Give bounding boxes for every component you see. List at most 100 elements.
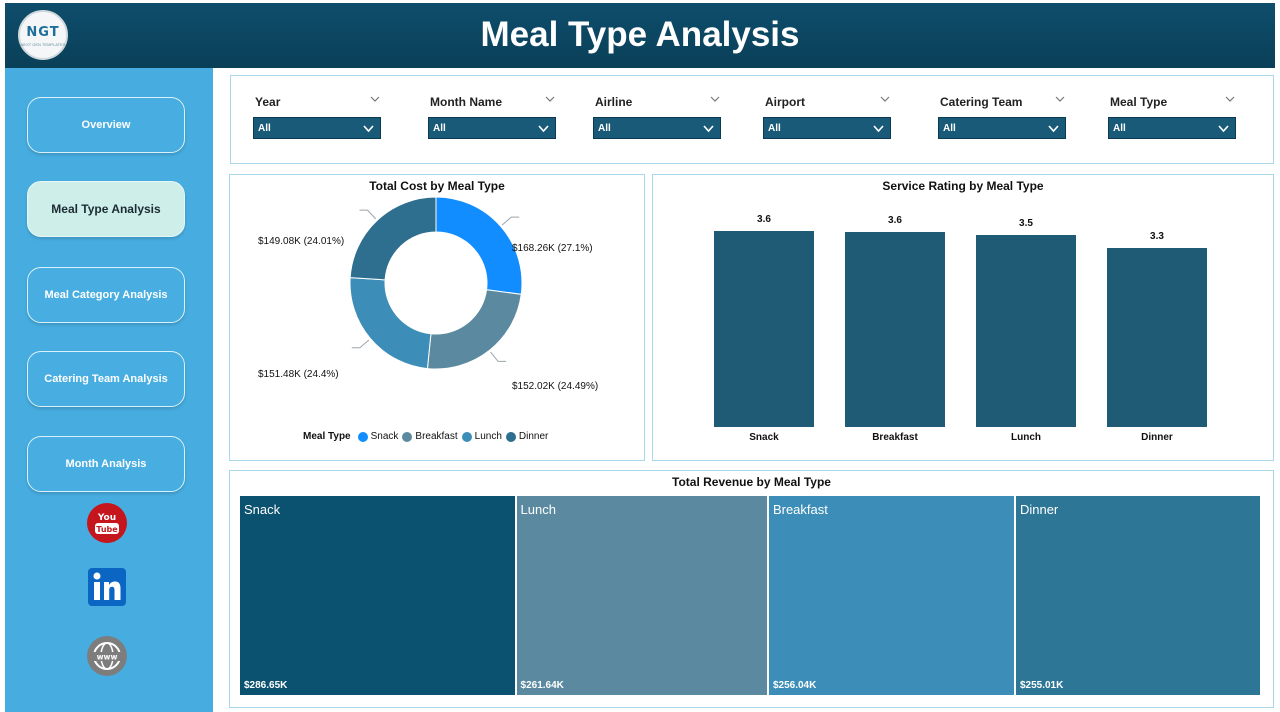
chevron-down-icon[interactable] [1054, 94, 1066, 104]
dropdown-value: All [258, 123, 271, 134]
bar-lunch[interactable] [976, 235, 1076, 427]
leader-line [501, 216, 520, 226]
bar-dinner[interactable] [1107, 247, 1207, 427]
catering-team-dropdown[interactable]: All [938, 117, 1066, 139]
legend-item-breakfast[interactable]: Breakfast [402, 431, 458, 442]
tile-label: Snack [244, 502, 281, 517]
x-axis-tick-label: Dinner [1141, 432, 1173, 443]
legend-label: Dinner [518, 431, 549, 442]
legend-marker [357, 431, 368, 442]
dropdown-value: All [943, 123, 956, 134]
logo-text: NGT [26, 25, 60, 40]
filter-label: Catering Team [940, 95, 1023, 109]
x-axis-tick-label: Snack [749, 432, 779, 443]
year-dropdown[interactable]: All [253, 117, 381, 139]
bar-data-label: 3.6 [888, 214, 902, 226]
donut-slice-snack[interactable] [435, 196, 523, 295]
donut-slice-lunch[interactable] [349, 277, 432, 370]
chevron-down-icon [538, 125, 549, 133]
page-title: Meal Type Analysis [480, 15, 800, 54]
bar-breakfast[interactable] [845, 231, 945, 427]
nav-month-analysis-button[interactable]: Month Analysis [27, 436, 185, 492]
legend-marker [461, 431, 472, 442]
treemap-tile-snack[interactable]: Snack $286.65K [240, 496, 517, 695]
filter-label: Month Name [430, 95, 502, 109]
linkedin-icon[interactable] [86, 566, 128, 608]
x-axis-tick-label: Breakfast [872, 432, 918, 443]
treemap-tile-dinner[interactable]: Dinner $255.01K [1015, 496, 1262, 695]
nav-label: Meal Category Analysis [44, 289, 168, 301]
data-label-snack: $168.26K (27.1%) [512, 243, 593, 254]
nav-label: Meal Type Analysis [51, 202, 161, 216]
legend-item-lunch[interactable]: Lunch [461, 431, 502, 442]
chevron-down-icon[interactable] [1224, 94, 1236, 104]
donut-slice-dinner[interactable] [349, 196, 437, 281]
legend-label: Snack [370, 431, 399, 442]
x-axis-tick-label: Lunch [1011, 432, 1041, 443]
filter-label: Meal Type [1110, 95, 1168, 109]
bar-snack[interactable] [714, 231, 814, 427]
chart-legend: Meal Type Snack Breakfast Lunch Dinner [303, 431, 552, 442]
chevron-down-icon [873, 125, 884, 133]
bar-data-label: 3.3 [1150, 230, 1164, 242]
chevron-down-icon [363, 125, 374, 133]
nav-meal-category-analysis-button[interactable]: Meal Category Analysis [27, 267, 185, 323]
treemap-tile-breakfast[interactable]: Breakfast $256.04K [768, 496, 1016, 695]
tile-value: $255.01K [1019, 680, 1064, 691]
tile-value: $261.64K [520, 680, 564, 691]
tile-label: Lunch [520, 502, 556, 517]
nav-label: Overview [81, 119, 131, 131]
chevron-down-icon[interactable] [879, 94, 891, 104]
chevron-down-icon [1218, 125, 1229, 133]
airport-dropdown[interactable]: All [763, 117, 891, 139]
legend-item-snack[interactable]: Snack [357, 431, 399, 442]
youtube-icon[interactable]: You Tube [86, 502, 128, 544]
chevron-down-icon [1048, 125, 1059, 133]
dropdown-value: All [433, 123, 446, 134]
logo-subtext: NEXT GEN TEMPLATES [20, 42, 66, 47]
chart-title: Service Rating by Meal Type [882, 179, 1044, 193]
filter-label: Year [255, 95, 281, 109]
legend-label: Lunch [474, 431, 502, 442]
dropdown-value: All [598, 123, 611, 134]
leader-line [351, 339, 370, 349]
dropdown-value: All [768, 123, 781, 134]
website-globe-icon[interactable]: www [86, 635, 128, 677]
nav-label: Month Analysis [65, 458, 147, 470]
nav-overview-button[interactable]: Overview [27, 97, 185, 153]
ngt-logo: NGT NEXT GEN TEMPLATES [18, 10, 68, 60]
leader-line [359, 209, 377, 220]
chevron-down-icon[interactable] [369, 94, 381, 104]
nav-label: Catering Team Analysis [44, 373, 168, 385]
header-bar: NGT NEXT GEN TEMPLATES Meal Type Analysi… [5, 3, 1275, 68]
dropdown-value: All [1113, 123, 1126, 134]
svg-text:Tube: Tube [96, 525, 118, 534]
legend-label: Breakfast [415, 431, 458, 442]
chart-title: Total Cost by Meal Type [369, 179, 505, 193]
tile-value: $256.04K [772, 680, 817, 691]
donut-chart [349, 196, 523, 370]
nav-catering-team-analysis-button[interactable]: Catering Team Analysis [27, 351, 185, 407]
data-label-dinner: $149.08K (24.01%) [258, 236, 345, 247]
chevron-down-icon[interactable] [544, 94, 556, 104]
data-label-breakfast: $152.02K (24.49%) [512, 381, 599, 392]
nav-meal-type-analysis-button[interactable]: Meal Type Analysis [27, 181, 185, 237]
service-rating-chart: Service Rating by Meal Type 3.6 Snack 3.6 B… [652, 174, 1274, 461]
filter-bar: Year All Month Name All Airline All Ai [230, 75, 1274, 164]
tile-label: Breakfast [772, 502, 828, 517]
month-name-dropdown[interactable]: All [428, 117, 556, 139]
donut-slice-breakfast[interactable] [426, 289, 522, 370]
meal-type-dropdown[interactable]: All [1108, 117, 1236, 139]
total-cost-chart: Total Cost by Meal Type $168.26K (27.1%)… [229, 174, 645, 461]
chevron-down-icon[interactable] [709, 94, 721, 104]
bar-data-label: 3.6 [757, 214, 771, 226]
legend-item-dinner[interactable]: Dinner [505, 431, 549, 442]
airline-dropdown[interactable]: All [593, 117, 721, 139]
tile-value: $286.65K [244, 680, 288, 691]
treemap-tile-lunch[interactable]: Lunch $261.64K [516, 496, 769, 695]
data-label-lunch: $151.48K (24.4%) [258, 369, 339, 380]
legend-title: Meal Type [303, 431, 351, 442]
svg-text:You: You [97, 513, 116, 523]
filter-label: Airport [765, 95, 805, 109]
